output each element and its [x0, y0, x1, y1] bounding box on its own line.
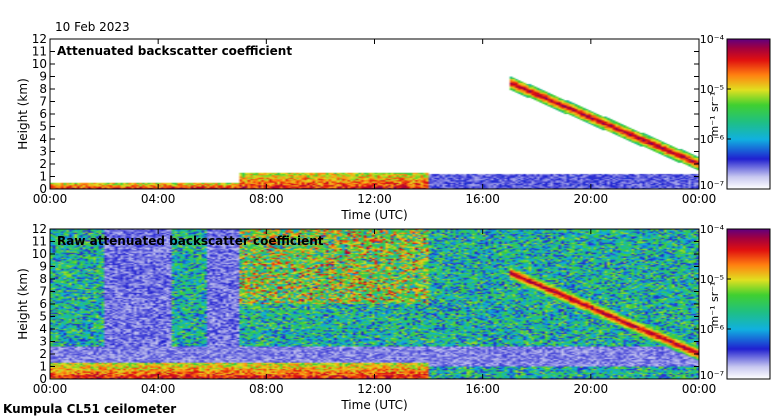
y-tick-label: 1 [39, 170, 47, 184]
panel-title: Raw attenuated backscatter coefficient [57, 234, 324, 248]
x-tick-label: 00:00 [682, 192, 717, 206]
colorbar-tick-label: 10⁻⁶ [700, 133, 725, 146]
y-tick-label: 4 [39, 132, 47, 146]
y-tick-label: 0 [39, 182, 47, 196]
x-tick-label: 00:00 [682, 382, 717, 396]
y-axis-label: Height (km) [16, 268, 30, 339]
y-tick-label: 7 [39, 285, 47, 299]
x-tick-label: 04:00 [141, 192, 176, 206]
date-label: 10 Feb 2023 [55, 20, 130, 34]
x-axis-label: Time (UTC) [340, 398, 407, 412]
colorbar-ticks: 10⁻⁷ 10⁻⁶ 10⁻⁵ 10⁻⁴ [700, 223, 731, 382]
attenuated-backscatter-heatmap [50, 39, 699, 189]
y-tick-label: 8 [39, 82, 47, 96]
x-tick-label: 20:00 [574, 192, 609, 206]
x-tick-label: 00:00 [33, 192, 68, 206]
colorbar-tick-label: 10⁻⁵ [700, 273, 724, 286]
y-tick-label: 10 [32, 247, 47, 261]
y-tick-label: 1 [39, 360, 47, 374]
y-tick-label: 3 [39, 145, 47, 159]
raw-attenuated-backscatter-heatmap [50, 229, 699, 379]
colorbar-tick-label: 10⁻⁴ [700, 223, 725, 236]
x-tick-label: 12:00 [357, 382, 392, 396]
x-axis-ticks: 00:00 04:00 08:00 12:00 16:00 20:00 00:00 [33, 39, 717, 206]
colorbar-tick-label: 10⁻⁷ [700, 179, 724, 192]
colorbar-tick-label: 10⁻⁶ [700, 323, 725, 336]
y-tick-label: 5 [39, 310, 47, 324]
colorbar [726, 38, 771, 190]
x-tick-label: 00:00 [33, 382, 68, 396]
y-tick-label: 6 [39, 107, 47, 121]
x-tick-label: 16:00 [465, 192, 500, 206]
y-tick-label: 8 [39, 272, 47, 286]
y-tick-label: 9 [39, 70, 47, 84]
colorbar-tick-label: 10⁻⁵ [700, 83, 724, 96]
y-tick-label: 12 [32, 222, 47, 236]
x-tick-label: 08:00 [249, 382, 284, 396]
y-tick-label: 12 [32, 32, 47, 46]
x-tick-label: 08:00 [249, 192, 284, 206]
x-tick-label: 20:00 [574, 382, 609, 396]
colorbar-tick-label: 10⁻⁷ [700, 369, 724, 382]
y-tick-label: 9 [39, 260, 47, 274]
y-tick-label: 7 [39, 95, 47, 109]
x-axis-ticks: 00:00 04:00 08:00 12:00 16:00 20:00 00:00 [33, 229, 717, 396]
x-axis-label: Time (UTC) [340, 208, 407, 222]
colorbar [726, 228, 771, 380]
y-tick-label: 0 [39, 372, 47, 386]
y-tick-label: 2 [39, 157, 47, 171]
x-tick-label: 12:00 [357, 192, 392, 206]
y-tick-label: 11 [32, 45, 47, 59]
colorbar-ticks: 10⁻⁷ 10⁻⁶ 10⁻⁵ 10⁻⁴ [700, 33, 731, 192]
y-axis-label: Height (km) [16, 78, 30, 149]
y-tick-label: 2 [39, 347, 47, 361]
x-tick-label: 04:00 [141, 382, 176, 396]
x-tick-label: 16:00 [465, 382, 500, 396]
instrument-label: Kumpula CL51 ceilometer [3, 402, 176, 416]
y-tick-label: 3 [39, 335, 47, 349]
panel-title: Attenuated backscatter coefficient [57, 44, 292, 58]
y-tick-label: 4 [39, 322, 47, 336]
colorbar-unit-label: m⁻¹ sr⁻¹ [708, 282, 721, 327]
y-tick-label: 10 [32, 57, 47, 71]
colorbar-tick-label: 10⁻⁴ [700, 33, 725, 46]
colorbar-unit-label: m⁻¹ sr⁻¹ [708, 92, 721, 137]
y-tick-label: 11 [32, 235, 47, 249]
y-tick-label: 5 [39, 120, 47, 134]
y-tick-label: 6 [39, 297, 47, 311]
